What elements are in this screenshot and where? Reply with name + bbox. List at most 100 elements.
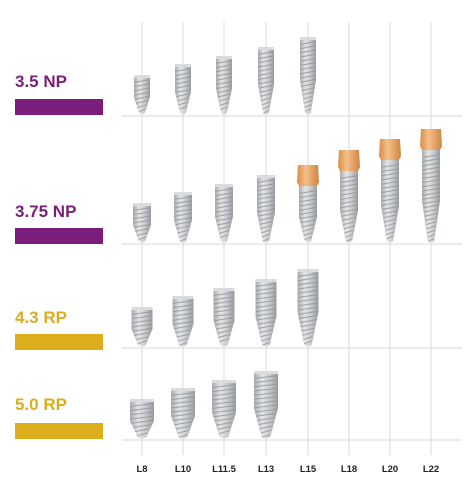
- implant-thread: [179, 238, 187, 242]
- implant-thread: [172, 304, 194, 309]
- implant-thread: [299, 194, 317, 199]
- implant-thread: [256, 316, 276, 321]
- implant-thread: [422, 196, 440, 200]
- implant-thread: [259, 221, 273, 225]
- implant-thread: [131, 323, 153, 328]
- implant-thread: [340, 179, 358, 184]
- implant-thread: [172, 308, 194, 313]
- implant-thread: [215, 192, 233, 197]
- implant-thread: [137, 104, 147, 109]
- implant-thread: [301, 83, 315, 87]
- column-label: L15: [300, 464, 317, 475]
- implant-thread: [255, 291, 277, 296]
- implant-thread: [215, 325, 233, 330]
- implant-collar: [297, 165, 319, 186]
- implant-thread: [173, 325, 193, 330]
- implant-thread: [217, 329, 231, 334]
- implant: [420, 129, 442, 243]
- implant-thread: [299, 215, 317, 220]
- implant-thread: [257, 200, 275, 204]
- implant-thread: [258, 63, 274, 68]
- implant-collar: [420, 129, 442, 150]
- implant-rim: [130, 399, 154, 402]
- implant-thread: [261, 97, 271, 102]
- implant-thread: [219, 234, 229, 239]
- implant: [131, 307, 153, 347]
- implant-thread: [174, 200, 192, 205]
- implant-thread: [302, 91, 314, 96]
- implant-thread: [260, 429, 272, 434]
- implant-thread: [345, 238, 353, 242]
- implant-thread: [174, 421, 192, 426]
- implant-thread: [302, 227, 314, 232]
- implant-thread: [179, 342, 187, 346]
- implant: [175, 64, 191, 115]
- implant-thread: [171, 408, 195, 413]
- implant-thread: [135, 336, 149, 341]
- implant-thread: [258, 76, 274, 81]
- implant-thread: [258, 55, 274, 60]
- implant-thread: [132, 424, 152, 428]
- implant-thread: [172, 312, 194, 317]
- implant-thread: [303, 340, 313, 345]
- implant-thread: [381, 176, 399, 181]
- column-label: L18: [341, 464, 357, 475]
- implant-thread: [213, 313, 235, 317]
- implant-thread: [384, 222, 396, 227]
- implant-thread: [138, 236, 146, 241]
- implant-rim: [213, 288, 235, 291]
- implant-thread: [134, 83, 150, 88]
- implant-thread: [216, 76, 232, 81]
- implant-thread: [134, 95, 150, 100]
- implant-thread: [301, 223, 315, 228]
- implant-thread: [341, 212, 357, 217]
- implant: [134, 75, 150, 115]
- implant-thread: [176, 333, 190, 338]
- implant-thread: [215, 200, 233, 205]
- implant-thread: [258, 84, 274, 89]
- implant-thread: [300, 70, 316, 75]
- implant-rim: [175, 64, 191, 67]
- implant-thread: [215, 421, 233, 426]
- implant-thread: [257, 191, 275, 196]
- implant-thread: [297, 281, 319, 286]
- implant-thread: [422, 166, 440, 171]
- implant-thread: [342, 221, 356, 226]
- row-color-bar: [15, 334, 103, 350]
- implant-thread: [255, 299, 277, 304]
- implant-thread: [171, 396, 195, 401]
- implant-thread: [257, 195, 275, 200]
- implant-collar: [379, 139, 401, 160]
- implant: [297, 165, 319, 243]
- implant-thread: [426, 229, 436, 234]
- implant-thread: [422, 187, 440, 192]
- implant-rim: [133, 203, 151, 206]
- implant-rim: [300, 37, 316, 40]
- implant-thread: [216, 72, 232, 77]
- implant-thread: [340, 200, 358, 205]
- column-label: L8: [136, 464, 147, 475]
- implant-thread: [303, 232, 313, 236]
- implant-thread: [300, 45, 316, 50]
- label-layer: L8 L10 L11.5 L13 L15 L18 L20 L22 3.5 NP 3.75 NP 4.…: [15, 72, 439, 475]
- implant: [216, 56, 232, 115]
- implant-thread: [217, 89, 231, 94]
- implant-thread: [381, 172, 399, 177]
- implant-thread: [174, 217, 192, 221]
- implant-thread: [138, 108, 146, 113]
- implant-thread: [301, 327, 315, 332]
- implant-thread: [175, 80, 191, 85]
- implant-rim: [255, 279, 277, 282]
- implant-thread: [133, 223, 151, 228]
- implant-thread: [381, 193, 399, 198]
- implant: [379, 139, 401, 243]
- implant-rim: [172, 296, 194, 299]
- implant-thread: [340, 175, 358, 179]
- implant-thread: [217, 426, 231, 430]
- implant-thread: [258, 59, 274, 64]
- implant-thread: [174, 212, 192, 217]
- implant-thread: [174, 196, 192, 200]
- implant-thread: [257, 417, 275, 421]
- implant-thread: [340, 196, 358, 200]
- implant-thread: [381, 185, 399, 189]
